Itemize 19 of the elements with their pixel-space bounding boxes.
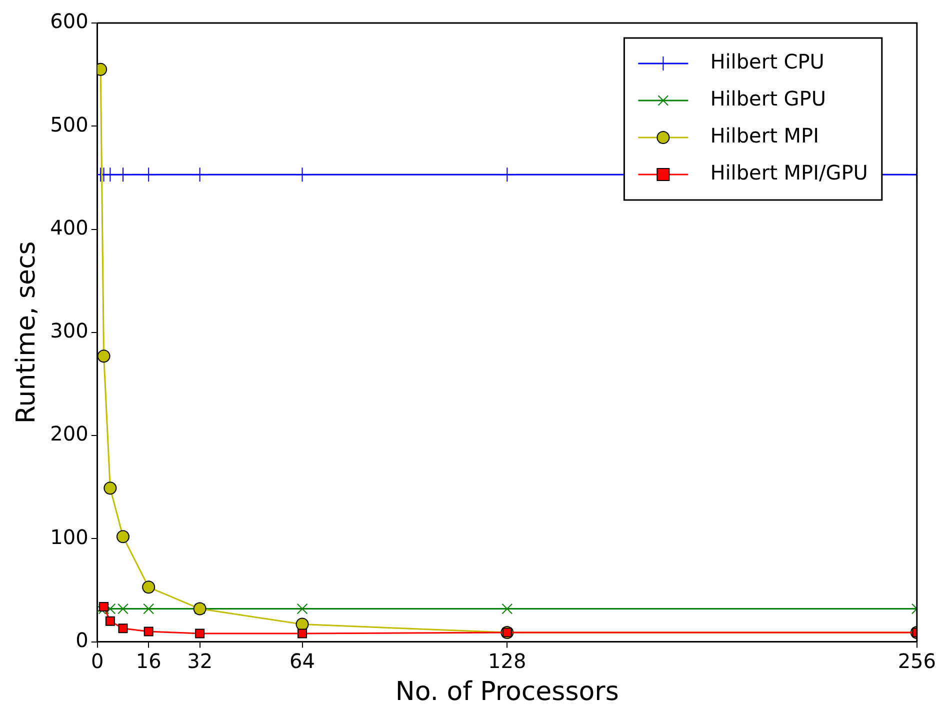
x-axis-title: No. of Processors [395,677,619,708]
y-tick-label: 100 [50,524,88,549]
x-tick-label: 256 [898,649,936,674]
y-tick-label: 600 [50,9,88,34]
y-tick-label: 200 [50,422,88,446]
y-axis-title: Runtime, secs [11,241,42,424]
x-tick-label: 0 [91,649,104,674]
legend-label: Hilbert CPU [710,50,824,74]
x-tick-label: 64 [290,649,315,674]
legend-label: Hilbert MPI/GPU [710,160,868,185]
legend-label: Hilbert MPI [710,124,819,148]
x-tick-label: 16 [136,649,162,674]
y-tick-label: 400 [50,215,88,240]
y-tick-label: 300 [50,318,88,343]
x-tick-label: 32 [187,649,213,674]
x-tick-label: 128 [488,649,526,674]
y-tick-label: 0 [76,628,88,652]
legend-label: Hilbert GPU [710,86,826,111]
y-tick-label: 500 [50,112,88,136]
